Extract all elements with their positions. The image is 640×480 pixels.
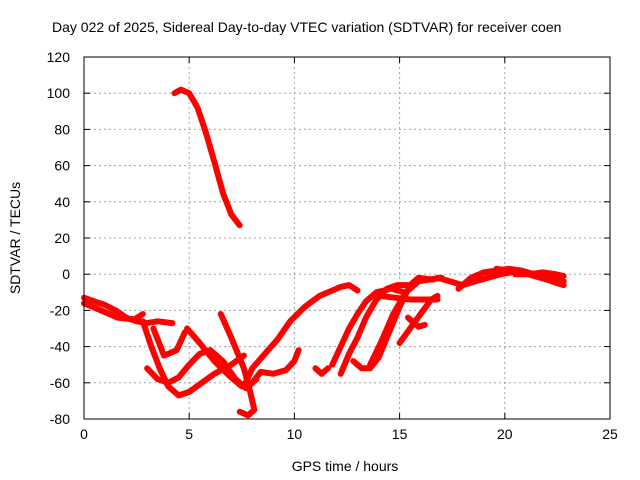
- series-arc-18: [405, 314, 428, 330]
- series-arc-2: [81, 300, 146, 323]
- x-tick-label: 10: [287, 426, 303, 442]
- x-tick-label: 15: [392, 426, 408, 442]
- series-arc-3: [171, 86, 243, 229]
- series-arc-15: [367, 274, 445, 368]
- y-tick-label: 60: [54, 158, 70, 174]
- ticks-layer: 0 5 10 15 20 25 -80 -60 -40 -20 0 20 40 60 80 100 120: [47, 49, 618, 442]
- series-arc-8: [217, 311, 258, 419]
- y-tick-label: 20: [54, 230, 70, 246]
- y-axis-label: SDTVAR / TECUs: [7, 182, 23, 294]
- chart-title: Day 022 of 2025, Sidereal Day-to-day VTE…: [52, 19, 561, 35]
- y-tick-label: 100: [47, 85, 71, 101]
- y-tick-label: 80: [54, 121, 70, 137]
- y-tick-label: -20: [50, 302, 70, 318]
- plot-frame: [83, 56, 611, 420]
- series-arc-13: [337, 282, 411, 377]
- series-arc-22: [512, 269, 567, 279]
- series-layer: [81, 86, 567, 419]
- x-tick-label: 25: [602, 426, 618, 442]
- y-tick-label: -80: [50, 411, 70, 427]
- y-tick-label: 120: [47, 49, 71, 65]
- y-tick-label: 0: [62, 266, 70, 282]
- series-arc-9: [249, 347, 302, 386]
- x-tick-label: 20: [497, 426, 513, 442]
- series-arc-6: [150, 325, 188, 359]
- x-tick-label: 5: [185, 426, 193, 442]
- x-tick-label: 0: [80, 426, 88, 442]
- x-axis-label: GPS time / hours: [292, 458, 399, 474]
- series-arc-19: [434, 269, 515, 289]
- y-tick-label: -40: [50, 339, 70, 355]
- series-arc-16: [396, 292, 441, 346]
- series-arc-11: [312, 365, 332, 377]
- series-arc-10: [240, 282, 361, 390]
- y-tick-label: 40: [54, 194, 70, 210]
- series-arc-17: [375, 292, 441, 303]
- y-tick-label: -60: [50, 375, 70, 391]
